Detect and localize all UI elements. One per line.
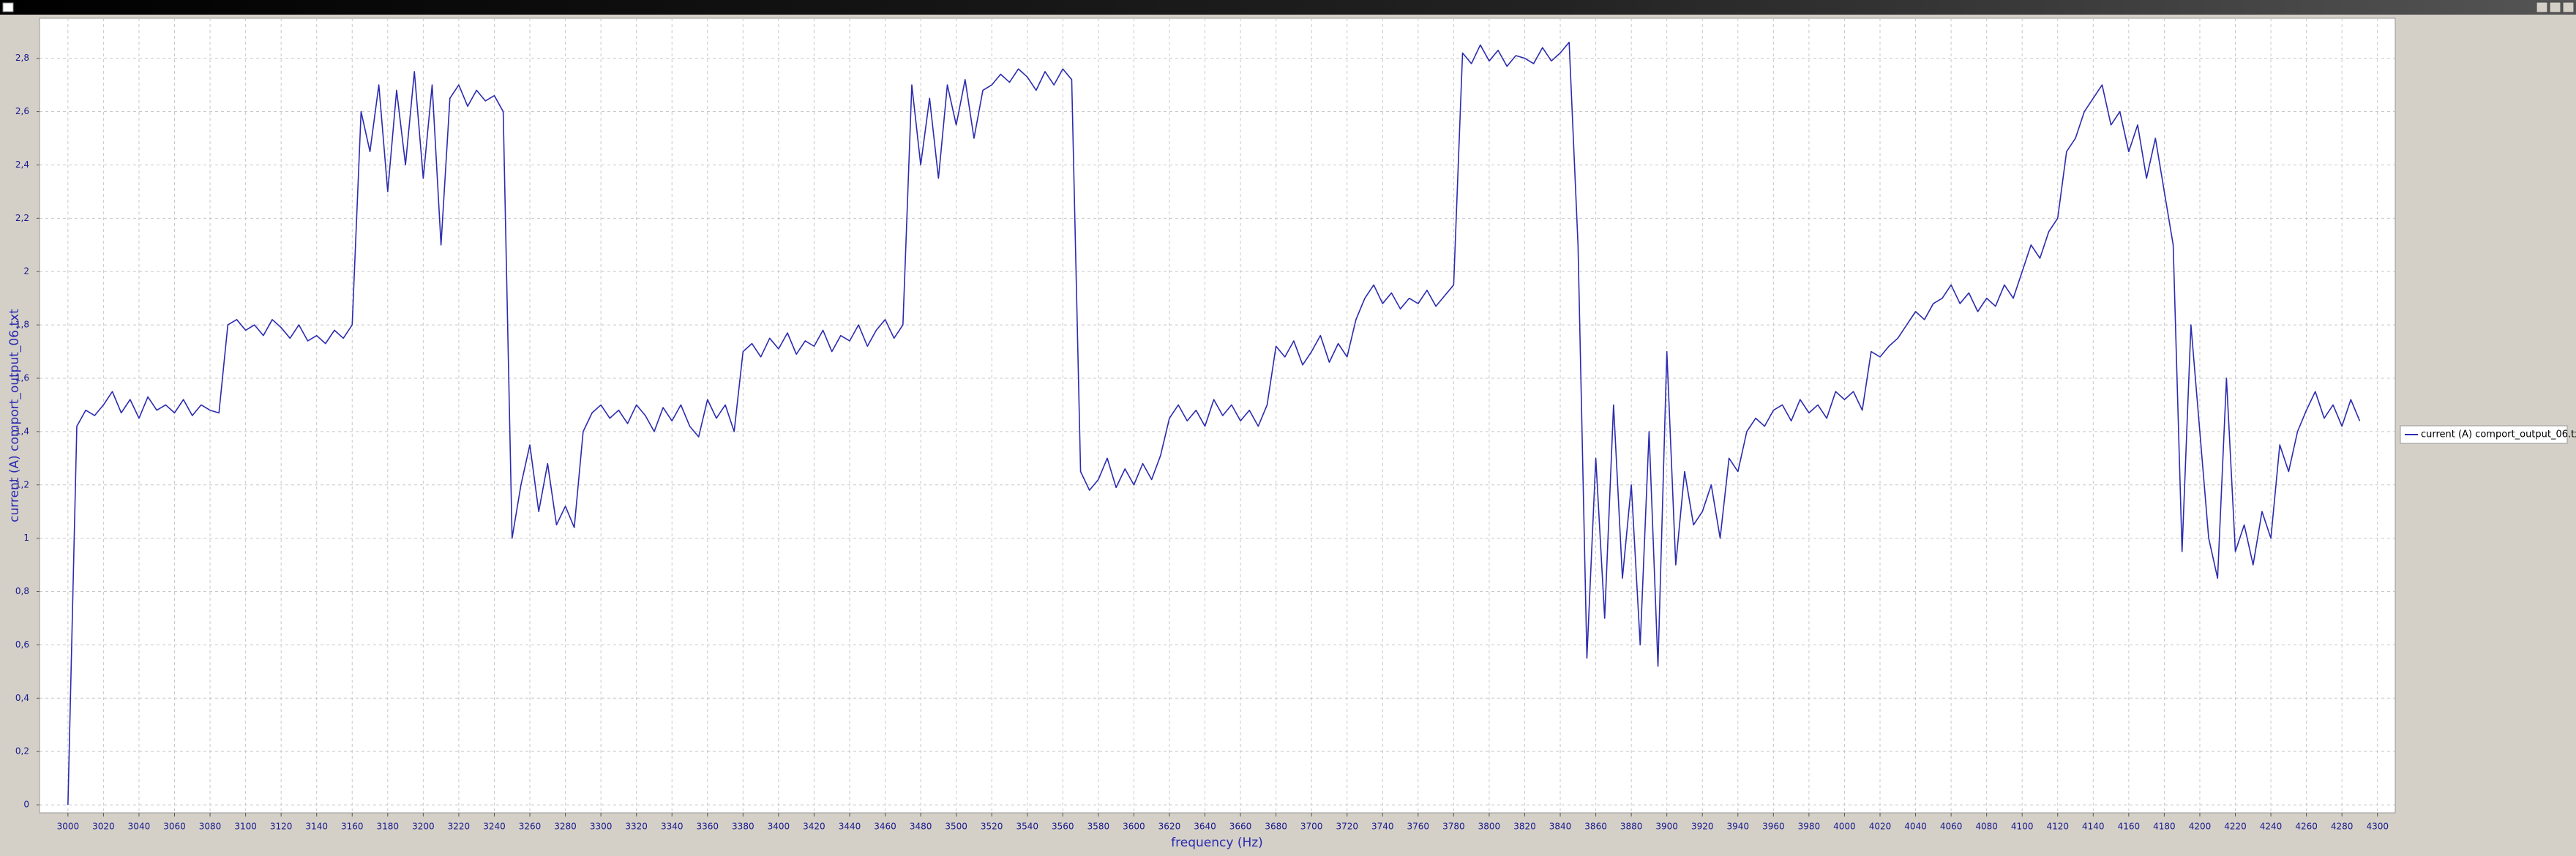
window-icon[interactable] [2,2,14,12]
x-tick-label: 4100 [2011,822,2034,832]
maximize-button[interactable] [2549,1,2561,13]
x-tick-label: 3180 [377,822,400,832]
x-tick-label: 4200 [2189,822,2212,832]
close-button[interactable] [2562,1,2575,13]
x-tick-label: 4180 [2153,822,2176,832]
x-tick-label: 3000 [57,822,80,832]
minimize-button[interactable] [2536,1,2548,13]
y-tick-label: 2 [23,266,29,277]
x-tick-label: 3060 [163,822,186,832]
x-tick-label: 3320 [625,822,648,832]
x-tick-label: 4080 [1975,822,1998,832]
x-tick-label: 3120 [270,822,293,832]
x-tick-label: 3280 [554,822,577,832]
y-tick-label: 1,4 [15,426,29,436]
x-tick-label: 3680 [1265,822,1287,832]
x-tick-label: 3340 [661,822,684,832]
y-tick-label: 1,6 [15,372,29,383]
legend: current (A) comport_output_06.txt [2400,425,2576,444]
x-tick-label: 3900 [1655,822,1678,832]
y-tick-label: 2,2 [15,213,29,223]
y-tick-label: 0,2 [15,746,29,756]
x-tick-label: 3880 [1620,822,1643,832]
x-tick-label: 3940 [1727,822,1750,832]
x-tick-label: 3800 [1478,822,1501,832]
plot-area [39,18,2396,814]
x-tick-label: 3160 [341,822,364,832]
x-tick-label: 4000 [1833,822,1856,832]
x-tick-label: 3960 [1762,822,1785,832]
x-tick-label: 3820 [1513,822,1536,832]
x-tick-label: 3080 [199,822,222,832]
x-tick-label: 3140 [305,822,328,832]
x-tick-label: 3260 [519,822,542,832]
x-tick-label: 3520 [981,822,1003,832]
x-tick-label: 3040 [128,822,151,832]
y-tick-label: 2,6 [15,106,29,116]
x-tick-label: 3660 [1229,822,1252,832]
y-tick-label: 0 [23,800,29,810]
x-tick-label: 3920 [1691,822,1714,832]
x-tick-label: 3480 [910,822,932,832]
x-axis-title: frequency (Hz) [1171,836,1263,850]
x-tick-label: 3360 [697,822,719,832]
x-tick-label: 4280 [2331,822,2354,832]
x-tick-label: 3860 [1584,822,1607,832]
plot [67,42,2361,806]
x-tick-label: 3240 [483,822,506,832]
x-tick-label: 3560 [1052,822,1074,832]
x-tick-label: 3440 [839,822,861,832]
x-tick-label: 4140 [2082,822,2105,832]
y-tick-label: 0,4 [15,693,29,703]
x-tick-label: 3020 [92,822,115,832]
x-tick-label: 4240 [2260,822,2283,832]
x-tick-label: 3420 [803,822,825,832]
y-tick-label: 2,4 [15,159,29,170]
y-tick-label: 2,8 [15,53,29,63]
x-tick-label: 4060 [1940,822,1963,832]
title-bar [0,0,2576,15]
x-tick-label: 4020 [1869,822,1892,832]
x-tick-label: 4260 [2295,822,2318,832]
x-tick-label: 3780 [1442,822,1465,832]
y-tick-label: 0,8 [15,586,29,596]
x-tick-label: 3500 [945,822,967,832]
x-tick-label: 3220 [448,822,471,832]
legend-box [2400,425,2568,444]
x-tick-label: 3580 [1087,822,1110,832]
y-axis-title: current (A) comport_output_06.txt [7,309,22,522]
grid: 0 0,2 0,4 0,6 0,8 1 1,2 1,4 1,6 1,8 2 2,2 2,4 2,6 2,8 3… [15,18,2395,832]
x-tick-label: 3300 [590,822,613,832]
x-tick-label: 3640 [1194,822,1216,832]
x-tick-label: 4300 [2366,822,2389,832]
x-tick-label: 3760 [1407,822,1430,832]
y-tick-label: 1,2 [15,479,29,489]
x-tick-label: 3740 [1371,822,1394,832]
x-tick-label: 4220 [2224,822,2247,832]
y-tick-label: 0,6 [15,639,29,650]
x-tick-label: 4160 [2118,822,2141,832]
legend-label: current (A) comport_output_06.txt [2421,429,2576,440]
x-tick-label: 4120 [2046,822,2069,832]
x-tick-label: 3100 [234,822,257,832]
x-tick-label: 3840 [1549,822,1572,832]
y-tick-label: 1,8 [15,320,29,330]
y-tick-label: 1 [23,533,29,543]
x-tick-label: 3200 [412,822,435,832]
x-tick-label: 3600 [1123,822,1145,832]
x-tick-label: 3620 [1158,822,1181,832]
x-tick-label: 3380 [732,822,755,832]
data-line [67,42,2361,806]
x-tick-label: 3700 [1300,822,1323,832]
x-tick-label: 3460 [874,822,896,832]
x-tick-label: 4040 [1904,822,1927,832]
x-tick-label: 3980 [1798,822,1821,832]
x-tick-label: 3400 [768,822,790,832]
x-tick-label: 3540 [1016,822,1038,832]
x-tick-label: 3720 [1336,822,1358,832]
